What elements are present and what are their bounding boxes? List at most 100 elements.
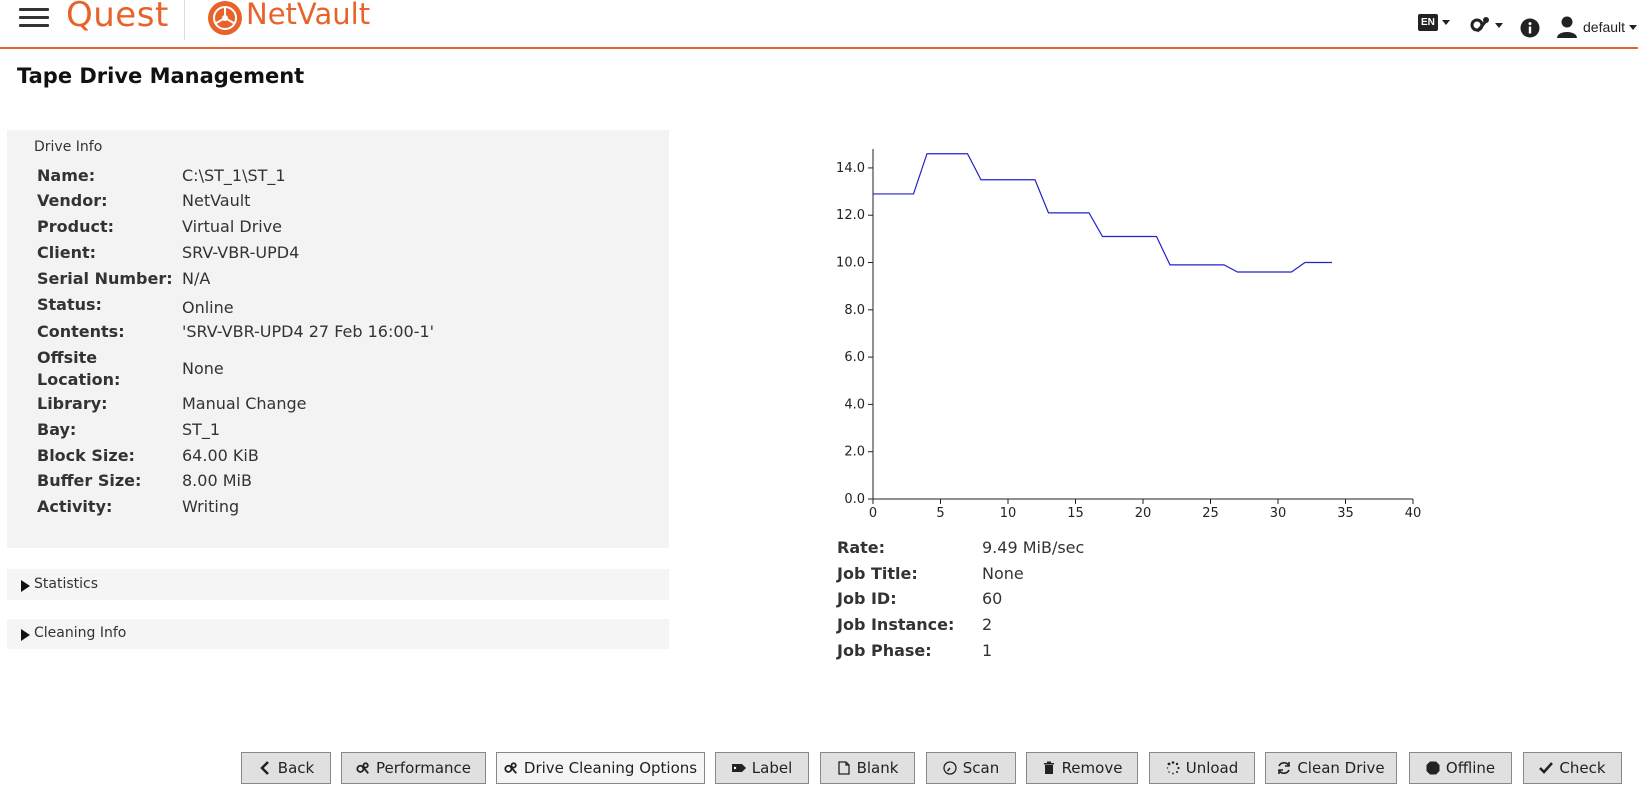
button-label: Drive Cleaning Options: [523, 759, 698, 777]
chevron-down-icon: [1495, 22, 1503, 28]
user-menu[interactable]: default: [1557, 16, 1638, 38]
x-tick-label: 40: [1405, 506, 1422, 521]
performance-button[interactable]: Performance: [341, 752, 486, 784]
stat-label: Rate:: [837, 538, 886, 557]
y-tick-label: 0.0: [844, 492, 865, 507]
y-tick-label: 12.0: [836, 208, 865, 223]
stat-value: 60: [982, 589, 1003, 608]
unload-button[interactable]: Unload: [1149, 752, 1255, 784]
app-header: Quest NetVault EN default: [0, 0, 1638, 49]
y-tick-label: 4.0: [844, 397, 865, 412]
caret-right-icon: [21, 580, 30, 592]
info-label: Serial Number:: [37, 269, 173, 288]
drive-info-title: Drive Info: [34, 139, 103, 155]
check-icon: [1539, 761, 1554, 775]
stat-value: 9.49 MiB/sec: [982, 538, 1085, 557]
x-tick-label: 35: [1337, 506, 1354, 521]
info-label: Library:: [37, 394, 108, 413]
refresh-icon: [1277, 761, 1291, 775]
gears-icon: [504, 761, 518, 775]
y-tick-label: 14.0: [836, 161, 865, 176]
button-label: Performance: [375, 759, 472, 777]
caret-right-icon: [21, 629, 30, 641]
section-label: Cleaning Info: [34, 625, 127, 641]
stop-icon: [1426, 761, 1440, 775]
info-value: 8.00 MiB: [182, 471, 252, 490]
info-label: Client:: [37, 243, 96, 262]
statistics-section-toggle[interactable]: Statistics: [7, 569, 669, 600]
button-label: Scan: [962, 759, 1000, 777]
info-label: Offsite Location:: [37, 348, 121, 389]
button-label: Offline: [1445, 759, 1496, 777]
language-badge-icon: EN: [1418, 14, 1438, 31]
info-label: Status:: [37, 295, 102, 314]
drive-info-panel: Drive Info Name: C:\ST_1\ST_1 Vendor: Ne…: [7, 130, 669, 548]
info-label: Activity:: [37, 497, 113, 516]
page-title: Tape Drive Management: [17, 64, 305, 88]
check-button[interactable]: Check: [1523, 752, 1622, 784]
x-tick-label: 25: [1202, 506, 1219, 521]
netvault-logo: NetVault: [246, 0, 371, 31]
y-tick-label: 2.0: [844, 445, 865, 460]
info-label: Block Size:: [37, 446, 135, 465]
gears-icon: [356, 761, 370, 775]
section-label: Statistics: [34, 576, 98, 592]
spinner-icon: [1166, 761, 1180, 775]
info-value: N/A: [182, 269, 211, 288]
chevron-down-icon: [1629, 24, 1638, 30]
logo-divider: [184, 0, 185, 40]
stat-label: Job ID:: [837, 589, 897, 608]
button-label: Check: [1559, 759, 1606, 777]
stat-label: Job Instance:: [837, 615, 955, 634]
info-button[interactable]: [1520, 18, 1540, 38]
user-icon: [1557, 16, 1577, 38]
info-value: Virtual Drive: [182, 217, 283, 236]
gauge-icon: [943, 761, 957, 775]
stat-value: 1: [982, 641, 993, 660]
stat-label: Job Title:: [837, 564, 918, 583]
info-icon: [1520, 18, 1540, 38]
info-value: ST_1: [182, 420, 221, 439]
rate-series-line: [873, 153, 1332, 273]
info-value: 64.00 KiB: [182, 446, 259, 465]
language-menu[interactable]: EN: [1418, 14, 1450, 31]
stat-value: 2: [982, 615, 993, 634]
quest-logo: Quest: [66, 0, 169, 35]
remove-button[interactable]: Remove: [1026, 752, 1138, 784]
x-tick-label: 15: [1067, 506, 1084, 521]
button-label: Clean Drive: [1297, 759, 1385, 777]
button-label: Unload: [1185, 759, 1239, 777]
x-tick-label: 20: [1135, 506, 1152, 521]
back-button[interactable]: Back: [241, 752, 331, 784]
button-label: Remove: [1061, 759, 1123, 777]
file-icon: [837, 761, 851, 775]
label-button[interactable]: Label: [715, 752, 809, 784]
info-label: Vendor:: [37, 191, 108, 210]
info-label: Product:: [37, 217, 114, 236]
drive-cleaning-options-button[interactable]: Drive Cleaning Options: [496, 752, 705, 784]
menu-icon[interactable]: [19, 8, 49, 28]
x-tick-label: 5: [936, 506, 944, 521]
x-tick-label: 30: [1270, 506, 1287, 521]
button-label: Back: [277, 759, 315, 777]
tools-icon: [1470, 17, 1489, 33]
tools-menu[interactable]: [1469, 15, 1503, 35]
cleaning-info-section-toggle[interactable]: Cleaning Info: [7, 619, 669, 649]
scan-button[interactable]: Scan: [926, 752, 1016, 784]
info-value: Manual Change: [182, 394, 307, 413]
stat-label: Job Phase:: [837, 641, 932, 660]
info-label: Contents:: [37, 322, 125, 341]
y-tick-label: 8.0: [844, 303, 865, 318]
x-tick-label: 10: [1000, 506, 1017, 521]
info-label: Name:: [37, 166, 96, 185]
clean-drive-button[interactable]: Clean Drive: [1265, 752, 1397, 784]
stat-value: None: [982, 564, 1024, 583]
info-label: Bay:: [37, 420, 77, 439]
y-tick-label: 6.0: [844, 350, 865, 365]
info-value: C:\ST_1\ST_1: [182, 166, 286, 185]
blank-button[interactable]: Blank: [820, 752, 915, 784]
offline-button[interactable]: Offline: [1409, 752, 1512, 784]
x-tick-label: 0: [869, 506, 877, 521]
trash-icon: [1042, 761, 1056, 775]
info-value: SRV-VBR-UPD4: [182, 243, 300, 262]
